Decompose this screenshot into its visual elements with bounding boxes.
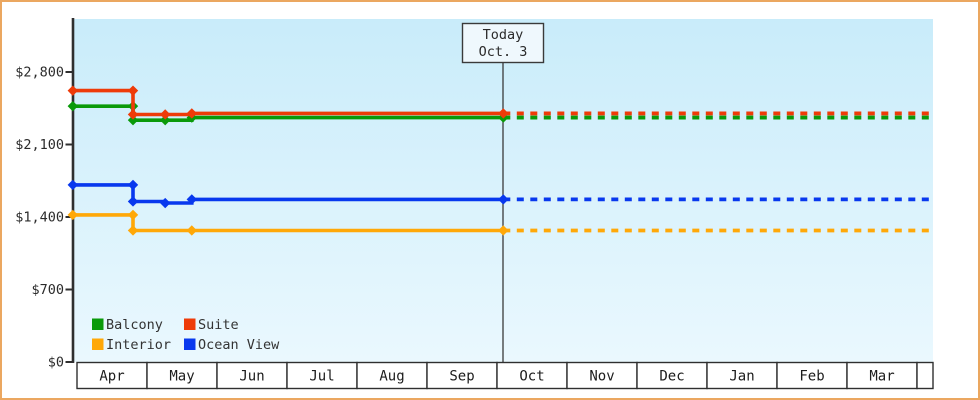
month-label: Oct — [519, 369, 544, 385]
y-axis-ticks: $0 $700 $1,400 $2,100 $2,800 — [15, 65, 73, 371]
month-label: Mar — [869, 369, 894, 385]
data-point-marker-balcony — [127, 114, 139, 126]
month-label: Jun — [239, 369, 264, 385]
data-point-marker-suite — [67, 85, 78, 96]
legend-swatch-ocean-view — [184, 338, 196, 350]
data-point-marker-suite — [498, 108, 509, 119]
month-label: Nov — [589, 369, 614, 385]
legend-swatch-interior — [92, 338, 104, 350]
legend-label-suite: Suite — [198, 317, 239, 333]
data-point-marker-balcony — [67, 100, 78, 112]
data-point-marker-suite — [186, 108, 197, 119]
month-cell — [776, 361, 848, 390]
series-lines — [67, 85, 933, 236]
legend-label-interior: Interior — [106, 337, 171, 353]
data-point-marker-interior — [127, 225, 139, 236]
month-label: Aug — [379, 369, 404, 385]
data-point-marker-ocean-view — [498, 194, 509, 205]
month-cell — [146, 361, 218, 390]
y-tick-label: $2,100 — [15, 137, 64, 153]
y-tick-label: $1,400 — [15, 210, 64, 226]
month-cell — [706, 361, 778, 390]
data-point-marker-interior — [127, 209, 139, 221]
x-axis-months: Apr May Jun Jul Aug Sep Oct Nov Dec Jan Feb Mar — [76, 361, 934, 390]
data-point-marker-ocean-view — [186, 194, 197, 205]
month-label: May — [169, 369, 194, 385]
data-point-marker-ocean-view — [67, 179, 78, 191]
legend-label-balcony: Balcony — [106, 317, 163, 333]
month-label: Dec — [659, 369, 684, 385]
data-point-marker-suite — [127, 85, 139, 96]
legend-label-ocean-view: Ocean View — [198, 337, 280, 353]
today-label-line1: Today — [483, 27, 524, 43]
legend-swatch-balcony — [92, 318, 104, 330]
data-point-marker-interior — [67, 209, 78, 221]
month-label: Jul — [309, 369, 334, 385]
month-label: Jan — [729, 369, 754, 385]
data-point-marker-suite — [127, 109, 139, 120]
legend: Balcony Suite Interior Ocean View — [92, 317, 280, 353]
month-cell — [286, 361, 358, 390]
month-cell — [216, 361, 288, 390]
data-point-marker-suite — [160, 109, 171, 120]
month-cell — [846, 361, 918, 390]
data-point-marker-balcony — [160, 114, 171, 126]
y-tick-label: $0 — [48, 355, 64, 371]
data-point-marker-interior — [186, 225, 197, 236]
data-point-marker-interior — [498, 225, 509, 236]
data-point-marker-ocean-view — [127, 179, 139, 191]
month-cell-empty — [916, 361, 934, 390]
month-cell — [76, 361, 148, 390]
legend-swatch-suite — [184, 318, 196, 330]
today-label-line2: Oct. 3 — [479, 44, 528, 60]
month-label: Apr — [99, 369, 124, 385]
today-label-box: Today Oct. 3 — [461, 22, 545, 64]
today-box-rect — [461, 22, 545, 64]
month-cell — [426, 361, 498, 390]
data-point-marker-ocean-view — [127, 196, 139, 207]
data-point-marker-ocean-view — [160, 197, 171, 209]
month-label: Feb — [799, 369, 824, 385]
month-label: Sep — [449, 369, 474, 385]
y-tick-label: $700 — [31, 282, 64, 298]
y-tick-label: $2,800 — [15, 65, 64, 81]
